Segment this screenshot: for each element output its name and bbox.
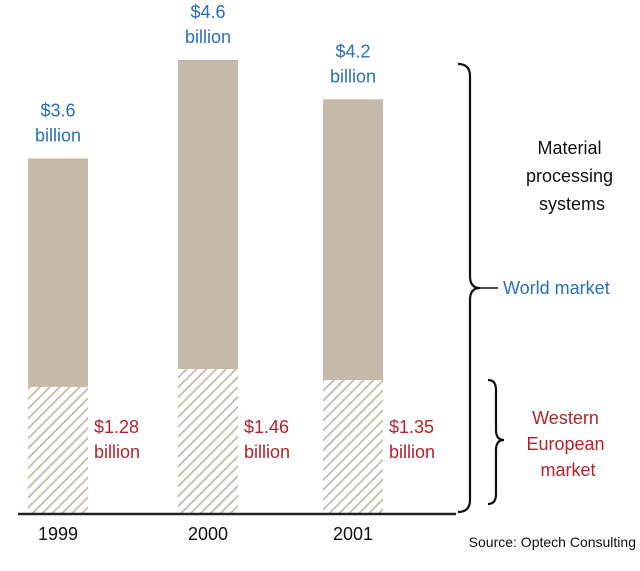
western-value-label-1999-line-2: billion [94,442,140,462]
western-market-bar-2001 [323,380,383,513]
western-label-line-1: Western [532,408,599,428]
labels-layer: $3.6 billion $1.28 billion $4.6 billion $1.46 b… [35,2,435,462]
bracket-heading-line-3: systems [539,194,605,214]
western-value-label-2001-line-1: $1.35 [389,417,434,437]
bracket-heading-line-1: Material [537,138,601,158]
western-market-bar-2000 [178,369,238,513]
western-label-line-2: European [526,434,604,454]
western-value-label-2000-line-1: $1.46 [244,417,289,437]
world-value-label-2001-line-1: $4.2 [335,41,370,61]
world-value-label-2000-line-1: $4.6 [190,2,225,22]
world-value-label-2001: $4.2 billion [330,41,376,86]
bars-layer [28,59,383,513]
western-market-bracket [487,378,505,506]
world-market-label: World market [503,278,610,298]
western-value-label-2001-line-2: billion [389,442,435,462]
world-value-label-1999: $3.6 billion [35,100,81,145]
western-market-label: Western European market [526,408,609,480]
world-value-label-2000-line-2: billion [185,27,231,47]
world-value-label-2000: $4.6 billion [185,2,231,47]
x-tick-label-2000: 2000 [188,524,228,544]
western-market-bar-1999 [28,386,88,513]
x-tick-label-1999: 1999 [38,524,78,544]
world-value-label-1999-line-1: $3.6 [40,100,75,120]
x-tick-label-2001: 2001 [333,524,373,544]
world-value-label-1999-line-2: billion [35,125,81,145]
world-value-label-2001-line-2: billion [330,66,376,86]
western-value-label-1999: $1.28 billion [94,417,140,462]
western-value-label-2000-line-2: billion [244,442,290,462]
bracket-heading-line-2: processing [526,166,613,186]
world-market-bracket [457,62,481,514]
western-value-label-2001: $1.35 billion [389,417,435,462]
x-tick-labels: 1999 2000 2001 [38,524,373,544]
western-value-label-2000: $1.46 billion [244,417,290,462]
source-note: Source: Optech Consulting [468,534,636,550]
bracket-heading: Material processing systems [526,138,618,214]
world-market-bar-2001 [323,99,383,381]
world-market-bar-2000 [178,59,238,370]
world-market-bar-1999 [28,158,88,387]
western-label-line-3: market [540,460,595,480]
western-value-label-1999-line-1: $1.28 [94,417,139,437]
